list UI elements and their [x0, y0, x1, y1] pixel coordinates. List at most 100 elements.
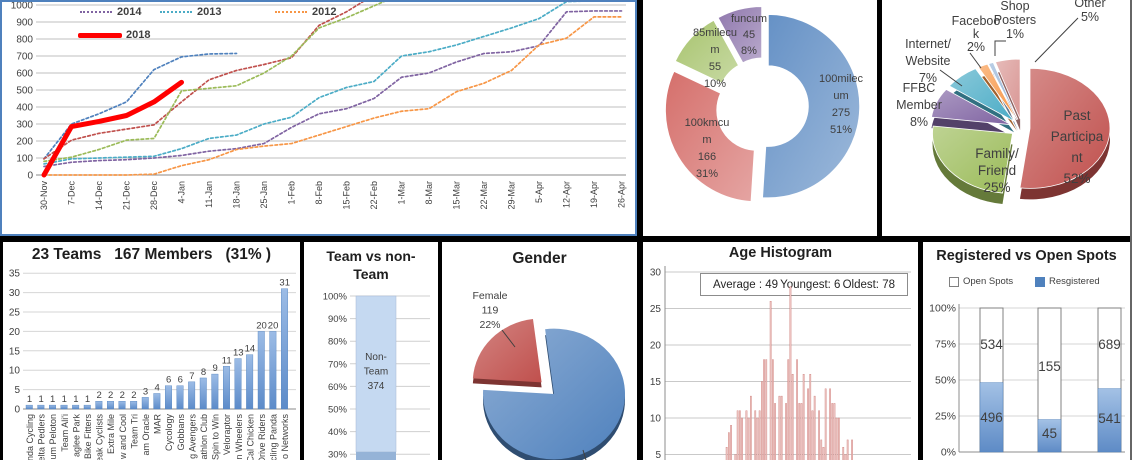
y-axis-label: 100%	[323, 292, 348, 303]
bar-eak Cyclists	[95, 401, 103, 410]
leader-line-internet	[939, 69, 963, 87]
pie-label-FFBC Member: FFBC	[903, 81, 936, 95]
hist-bar	[745, 410, 748, 460]
column-divider-bottom-2	[438, 242, 442, 460]
hist-bar	[725, 446, 728, 460]
bar-Drive Riders	[257, 331, 265, 410]
bar-value-label: 13	[233, 348, 244, 359]
panel-team-vs-nonteam-chart[interactable]: 100% 90% 80% 70% 60% 50% 40% 30% Non- Team 374 Tea…	[304, 242, 438, 460]
panel-how-heard-pie-chart[interactable]: Past Participa nt 52% Family/Friend 25% FFBC Me…	[882, 0, 1130, 236]
panel-registered-vs-open-chart[interactable]: 100% 75% 50% 25% 0% 534 496 155 45 689 541 Registe…	[923, 242, 1130, 460]
course-donut-chart: 100milec um 275 51% 100kmcu m 166 31% 85milecu m 5…	[664, 5, 864, 203]
age-stats-annotation: Average : 49 Youngest: 6 Oldest: 78	[700, 273, 908, 296]
row-divider	[0, 236, 1132, 242]
donut-label-85milecum: 55	[709, 61, 721, 73]
bar-value-label: 20	[256, 320, 267, 331]
age-average: Average : 49	[713, 278, 779, 291]
panel-age-histogram[interactable]: Average : 49 Youngest: 6 Oldest: 78 5 10 1…	[643, 242, 918, 460]
x-axis-label: aglee Park	[71, 414, 81, 458]
pie-slice-FFBC Member	[931, 88, 1012, 126]
hist-bar	[778, 395, 781, 460]
gender-pie-chart: Female 119 22%	[472, 290, 625, 460]
x-axis-label: 14-Dec	[94, 181, 104, 211]
gender-chart-title: Gender	[512, 250, 567, 267]
hist-bar	[824, 388, 827, 460]
bar-Team Ali'i	[60, 404, 68, 410]
x-axis-label: 12-Apr	[562, 181, 572, 208]
x-axis-label: 7-Dec	[67, 181, 77, 206]
line-series-2014	[43, 10, 623, 168]
leader-line-other	[1034, 17, 1079, 63]
x-axis-label: nda Cycling	[25, 414, 35, 460]
nonteam-segment-label: Non-	[365, 352, 387, 363]
pie-label-Shop Posters: Posters	[994, 13, 1036, 27]
legend-label: Open Spots	[963, 276, 1014, 287]
female-label: 22%	[479, 319, 500, 331]
hist-bar	[738, 410, 741, 460]
x-axis-label: Team Tri	[129, 414, 139, 449]
bar-value-label: 31	[279, 278, 290, 289]
line-swatch-2012-icon	[275, 11, 307, 13]
line-series-2015	[43, 2, 386, 163]
nonteam-segment-label: Team	[364, 367, 388, 378]
panel-teams-bar-chart[interactable]: 0 5 10 15 20 25 30 35 1 nda Cycling 1 elta Pedlers 1…	[0, 242, 300, 460]
y-axis-label: 500	[16, 86, 33, 97]
x-axis-label: 1-Mar	[397, 181, 407, 205]
hist-bar	[837, 417, 840, 460]
y-axis-label: 700	[16, 52, 33, 63]
y-axis-label: 50%	[328, 405, 348, 416]
registered-bar	[1037, 419, 1062, 453]
donut-slice-100kmcum	[664, 69, 756, 203]
open-count-label: 534	[980, 337, 1003, 352]
bar-Veloraptor	[222, 366, 230, 410]
hist-bar	[807, 388, 809, 460]
bar-value-label: 1	[38, 394, 43, 405]
legend-item-2014: 2014	[80, 6, 141, 18]
donut-label-funcum: funcum	[731, 13, 767, 25]
pie-label-FFBC Member: Member	[896, 98, 942, 112]
x-axis-label: 22-Feb	[369, 181, 379, 210]
leader-line-female	[501, 329, 516, 348]
bar-Bike Fitters	[83, 404, 91, 410]
registrations-line-chart: 0 100 200 300 400 500 600 700 800 900 1000 30-Nov 7-…	[11, 2, 627, 211]
y-axis-label: 10	[9, 366, 21, 377]
y-axis-label: 20	[9, 327, 21, 338]
pie-label-Past Participant: 52%	[1063, 171, 1090, 186]
y-axis-label: 35	[9, 269, 21, 280]
hist-bar	[763, 359, 765, 460]
y-axis-label: 80%	[328, 337, 348, 348]
y-axis-label: 25	[650, 304, 662, 315]
bar-value-label: 1	[62, 394, 67, 405]
x-axis-label: 5-Apr	[534, 181, 544, 203]
y-axis-label: 100	[16, 154, 33, 165]
legend-item-2012: 2012	[275, 6, 336, 18]
legend-label: 2012	[312, 6, 337, 18]
y-axis-label: 1000	[11, 2, 34, 12]
pie-label-Facebook: 2%	[967, 40, 985, 54]
line-series-2016	[43, 2, 364, 160]
team-vs-nonteam-title: Team vs non-Team	[326, 248, 416, 282]
panel-gender-pie-chart[interactable]: Female 119 22% Gender	[442, 242, 637, 460]
hist-bar	[785, 403, 787, 460]
hist-bar	[749, 395, 752, 460]
x-axis-label: 19-Apr	[589, 181, 599, 208]
x-axis-label: am Oracle	[141, 414, 151, 456]
x-axis-label: Team Ali'i	[60, 414, 70, 452]
pie-label-Shop Posters: Shop	[1000, 0, 1029, 13]
bar-cling Panda	[269, 331, 277, 410]
y-axis-label: 75%	[935, 339, 956, 351]
x-axis-label: 15-Mar	[452, 181, 462, 210]
column-divider-bottom-right	[918, 242, 923, 460]
pie-label-Internet/Website: Internet/	[905, 37, 951, 51]
hist-bar	[802, 373, 805, 460]
bar-Cal Chicken	[246, 354, 254, 410]
age-histogram-title: Age Histogram	[728, 245, 833, 261]
hist-bar	[835, 417, 838, 460]
line-series-2017	[43, 52, 238, 160]
panel-course-donut-chart[interactable]: 100milec um 275 51% 100kmcu m 166 31% 85milecu m 5…	[643, 0, 877, 236]
donut-label-100kmcum: 31%	[696, 168, 718, 180]
hist-bar	[822, 446, 825, 460]
hist-bar	[760, 381, 763, 460]
donut-label-funcum: 45	[743, 29, 755, 41]
panel-registrations-line-chart[interactable]: 0 100 200 300 400 500 600 700 800 900 1000 30-Nov 7-…	[0, 0, 637, 236]
